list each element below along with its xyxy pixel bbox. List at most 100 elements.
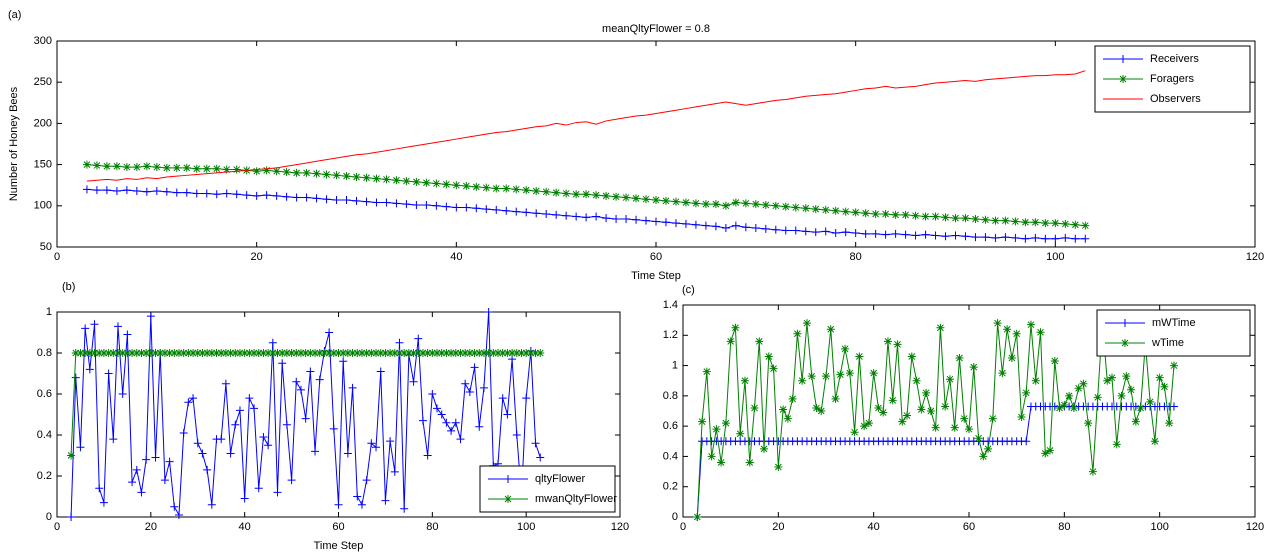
data-marker bbox=[921, 230, 930, 239]
legend-label: Receivers bbox=[1150, 53, 1199, 65]
legend-label: wTime bbox=[1151, 337, 1184, 349]
data-marker bbox=[582, 213, 591, 222]
data-marker bbox=[193, 349, 202, 357]
data-marker bbox=[334, 349, 343, 357]
y-tick-label: 0.4 bbox=[37, 429, 52, 441]
data-marker bbox=[312, 169, 321, 178]
data-marker bbox=[851, 208, 860, 217]
x-tick-label: 20 bbox=[251, 251, 263, 263]
data-marker bbox=[979, 452, 988, 461]
data-marker bbox=[409, 377, 418, 386]
data-marker bbox=[132, 349, 141, 357]
data-marker bbox=[82, 160, 91, 169]
data-marker bbox=[489, 349, 498, 357]
data-marker bbox=[452, 181, 461, 190]
data-marker bbox=[764, 352, 773, 361]
data-marker bbox=[362, 476, 371, 485]
data-marker bbox=[771, 225, 780, 234]
data-marker bbox=[681, 198, 690, 207]
data-marker bbox=[432, 179, 441, 188]
x-tick-label: 120 bbox=[1246, 521, 1264, 533]
data-marker bbox=[342, 172, 351, 181]
data-marker bbox=[741, 223, 750, 232]
data-marker bbox=[592, 212, 601, 221]
data-marker bbox=[874, 403, 883, 412]
data-marker bbox=[1041, 449, 1050, 458]
data-marker bbox=[76, 443, 85, 452]
data-marker bbox=[711, 200, 720, 209]
x-tick-label: 40 bbox=[450, 251, 462, 263]
data-marker bbox=[82, 185, 91, 194]
data-marker bbox=[1021, 218, 1030, 227]
data-marker bbox=[1017, 413, 1026, 422]
data-marker bbox=[179, 349, 188, 357]
data-marker bbox=[242, 191, 251, 200]
data-marker bbox=[936, 323, 945, 332]
data-marker bbox=[532, 186, 541, 195]
data-marker bbox=[402, 177, 411, 186]
data-marker bbox=[381, 349, 390, 357]
data-marker bbox=[1011, 233, 1020, 242]
data-marker bbox=[470, 349, 479, 357]
data-marker bbox=[128, 349, 137, 357]
data-marker bbox=[542, 187, 551, 196]
legend: Receivers Foragers Observers bbox=[1094, 45, 1251, 113]
data-marker bbox=[883, 337, 892, 346]
data-marker bbox=[381, 496, 390, 505]
data-marker bbox=[971, 233, 980, 242]
data-marker bbox=[259, 349, 268, 357]
data-marker bbox=[306, 367, 315, 376]
data-marker bbox=[855, 352, 864, 361]
data-marker bbox=[132, 186, 141, 195]
data-marker bbox=[1084, 419, 1093, 428]
x-axis-label: Time Step bbox=[631, 270, 681, 282]
data-marker bbox=[437, 349, 446, 357]
data-marker bbox=[798, 376, 807, 385]
data-marker bbox=[122, 163, 131, 172]
data-marker bbox=[400, 504, 409, 513]
y-tick-label: 200 bbox=[34, 117, 52, 129]
data-marker bbox=[292, 193, 301, 202]
data-marker bbox=[348, 349, 357, 357]
data-marker bbox=[1088, 467, 1097, 476]
data-marker bbox=[681, 219, 690, 228]
data-marker bbox=[442, 349, 451, 357]
data-marker bbox=[217, 435, 226, 444]
data-marker bbox=[522, 208, 531, 217]
data-marker bbox=[1031, 376, 1040, 385]
data-marker bbox=[282, 349, 291, 357]
data-marker bbox=[1050, 357, 1059, 366]
data-marker bbox=[182, 188, 191, 197]
data-marker bbox=[503, 410, 512, 419]
data-marker bbox=[632, 215, 641, 224]
data-marker bbox=[67, 513, 76, 521]
data-marker bbox=[1069, 403, 1078, 412]
data-marker bbox=[104, 369, 113, 378]
data-marker bbox=[81, 349, 90, 357]
legend-marker bbox=[504, 495, 512, 503]
data-marker bbox=[414, 334, 423, 343]
data-marker bbox=[202, 164, 211, 173]
data-marker bbox=[422, 178, 431, 187]
data-marker bbox=[447, 426, 456, 435]
data-marker bbox=[912, 376, 921, 385]
x-tick-label: 0 bbox=[54, 521, 60, 533]
data-marker bbox=[1061, 219, 1070, 228]
data-marker bbox=[278, 359, 287, 368]
data-marker bbox=[1169, 361, 1178, 370]
data-marker bbox=[456, 349, 465, 357]
data-marker bbox=[1081, 234, 1090, 243]
data-marker bbox=[861, 209, 870, 218]
legend-label: mWTime bbox=[1152, 317, 1196, 329]
data-marker bbox=[102, 186, 111, 195]
data-marker bbox=[272, 167, 281, 176]
data-marker bbox=[123, 349, 132, 357]
data-marker bbox=[552, 188, 561, 197]
data-marker bbox=[1012, 329, 1021, 338]
data-marker bbox=[170, 349, 179, 357]
data-marker bbox=[222, 165, 231, 174]
data-marker bbox=[325, 349, 334, 357]
data-marker bbox=[774, 463, 783, 472]
y-tick-label: 0.6 bbox=[37, 388, 52, 400]
